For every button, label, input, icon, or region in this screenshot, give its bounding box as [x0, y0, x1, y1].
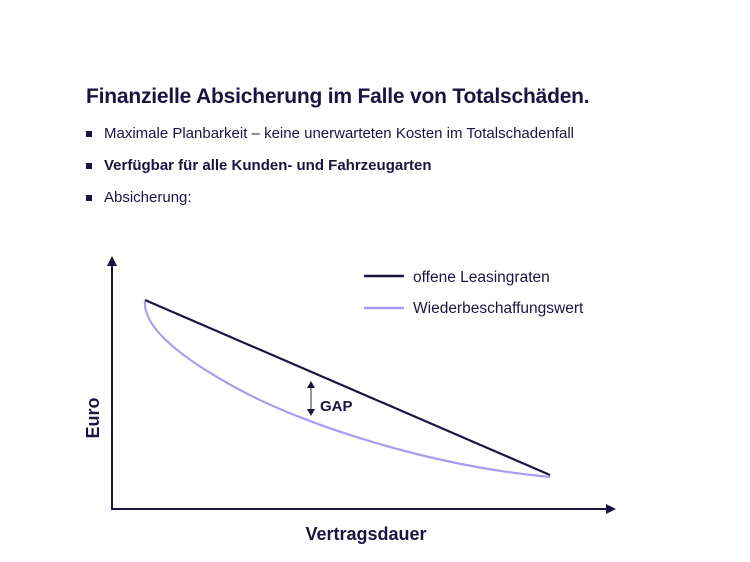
legend-label-wiederbeschaffungswert: Wiederbeschaffungswert: [413, 300, 584, 317]
legend-label-leasingraten: offene Leasingraten: [413, 269, 550, 286]
series-offene-leasingraten: [144, 298, 551, 477]
x-axis: [111, 504, 616, 514]
y-axis-arrow-icon: [107, 256, 117, 266]
legend: offene Leasingraten Wiederbeschaffungswe…: [364, 269, 584, 317]
gap-label: GAP: [320, 398, 353, 415]
x-axis-label: Vertragsdauer: [305, 524, 426, 544]
feature-list: Maximale Planbarkeit – keine unerwartete…: [86, 124, 574, 220]
series-wiederbeschaffungswert: [143, 300, 551, 479]
y-axis-label: Euro: [83, 397, 103, 438]
bullet-item: Maximale Planbarkeit – keine unerwartete…: [86, 124, 574, 156]
gap-arrow-icon: [307, 381, 315, 416]
page-heading: Finanzielle Absicherung im Falle von Tot…: [86, 85, 590, 108]
bullet-item: Absicherung:: [86, 188, 574, 220]
x-axis-arrow-icon: [606, 504, 616, 514]
y-axis: [107, 256, 117, 509]
bullet-item: Verfügbar für alle Kunden- und Fahrzeuga…: [86, 156, 574, 188]
